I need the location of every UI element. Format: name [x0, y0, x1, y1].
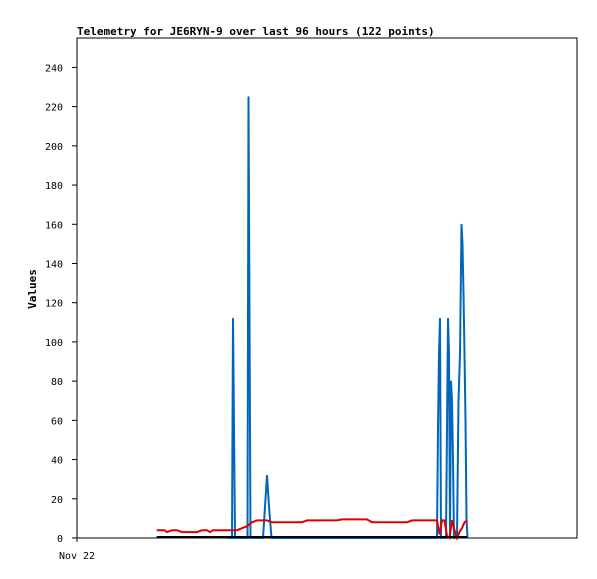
x-axis: Nov 22 — [59, 538, 95, 562]
y-tick-label-40: 40 — [51, 456, 63, 467]
data-point-0-10 — [264, 506, 266, 508]
data-point-1-2 — [166, 531, 168, 533]
data-point-1-42 — [463, 521, 466, 523]
data-point-0-31 — [460, 223, 463, 225]
data-point-1-7 — [196, 531, 198, 533]
data-point-0-2 — [232, 317, 234, 319]
data-point-1-40 — [458, 531, 461, 533]
data-point-1-34 — [443, 519, 446, 522]
data-point-1-25 — [341, 518, 343, 521]
data-point-1-13 — [226, 529, 228, 531]
data-point-1-21 — [281, 521, 283, 523]
data-point-1-0 — [156, 529, 158, 531]
data-point-1-9 — [206, 529, 208, 531]
data-point-1-12 — [216, 529, 218, 531]
data-point-1-20 — [271, 521, 273, 523]
data-point-1-43 — [466, 519, 468, 522]
data-point-1-11 — [212, 529, 214, 531]
data-point-1-14 — [236, 529, 238, 531]
data-point-0-7 — [248, 317, 251, 319]
y-tick-label-220: 220 — [45, 103, 63, 114]
data-point-0-34 — [463, 353, 466, 355]
data-point-1-23 — [306, 519, 308, 522]
data-point-1-16 — [246, 525, 248, 527]
data-point-0-17 — [439, 317, 441, 319]
data-point-1-8 — [201, 529, 203, 531]
data-point-0-11 — [266, 474, 268, 476]
data-point-0-35 — [464, 419, 467, 421]
data-point-0-33 — [462, 292, 465, 294]
series-1 — [156, 518, 468, 541]
data-point-1-30 — [431, 519, 433, 522]
data-point-1-18 — [256, 519, 258, 522]
y-tick-label-180: 180 — [45, 181, 63, 192]
data-point-0-12 — [268, 506, 270, 508]
y-axis: 0 20 40 60 80 100 120 140 160 180 200 220 240 — [45, 63, 77, 545]
data-point-1-10 — [209, 531, 211, 533]
data-point-1-19 — [266, 519, 268, 522]
data-point-0-21 — [447, 317, 449, 319]
data-point-0-26 — [452, 459, 454, 461]
data-point-2-0 — [156, 536, 158, 538]
data-point-0-25 — [451, 400, 453, 402]
data-point-1-41 — [461, 527, 463, 529]
y-tick-label-140: 140 — [45, 259, 63, 270]
y-tick-label-200: 200 — [45, 142, 63, 153]
data-point-1-38 — [453, 529, 456, 531]
y-tick-label-80: 80 — [51, 377, 63, 388]
chart-title: Telemetry for JE6RYN-9 over last 96 hour… — [77, 25, 435, 38]
data-point-0-37 — [466, 537, 469, 539]
series-0 — [226, 96, 469, 539]
y-tick-label-20: 20 — [51, 495, 63, 506]
data-point-1-33 — [441, 519, 443, 522]
data-point-1-27 — [371, 521, 373, 523]
data-point-1-22 — [301, 521, 303, 523]
data-point-1-15 — [241, 527, 243, 529]
data-point-0-16 — [438, 353, 440, 355]
x-tick-label: Nov 22 — [59, 551, 95, 562]
data-point-1-5 — [181, 531, 183, 533]
y-axis-label: Values — [26, 269, 39, 309]
series-line-0 — [227, 96, 469, 539]
y-tick-label-100: 100 — [45, 338, 63, 349]
series-line-1 — [157, 518, 468, 541]
data-point-1-3 — [171, 529, 173, 531]
data-point-0-36 — [465, 517, 468, 520]
data-point-0-15 — [437, 427, 439, 429]
data-point-1-31 — [436, 519, 438, 522]
data-point-0-3 — [233, 427, 235, 429]
data-point-0-32 — [461, 243, 464, 245]
data-point-1-1 — [163, 529, 166, 531]
plot-area — [76, 37, 578, 539]
series-2 — [156, 536, 468, 538]
y-tick-label-160: 160 — [45, 220, 63, 231]
data-point-1-37 — [451, 519, 453, 522]
y-tick-label-60: 60 — [51, 416, 63, 427]
data-point-1-4 — [176, 529, 178, 531]
data-point-1-6 — [186, 531, 188, 533]
data-point-1-32 — [438, 533, 441, 535]
data-point-2-1 — [466, 536, 468, 538]
data-point-1-28 — [406, 521, 408, 523]
data-point-1-17 — [251, 521, 253, 523]
data-point-0-20 — [446, 427, 448, 429]
y-tick-label-240: 240 — [45, 63, 63, 74]
data-point-1-29 — [411, 519, 413, 522]
data-point-0-22 — [448, 353, 450, 355]
series-layer — [156, 96, 469, 541]
data-point-0-29 — [457, 400, 460, 402]
y-tick-label-0: 0 — [57, 534, 63, 545]
data-point-0-30 — [459, 353, 461, 355]
data-point-0-6 — [247, 96, 250, 98]
data-point-1-26 — [366, 518, 368, 521]
data-point-0-24 — [450, 380, 452, 382]
y-tick-label-120: 120 — [45, 299, 63, 310]
data-point-1-24 — [336, 519, 338, 522]
